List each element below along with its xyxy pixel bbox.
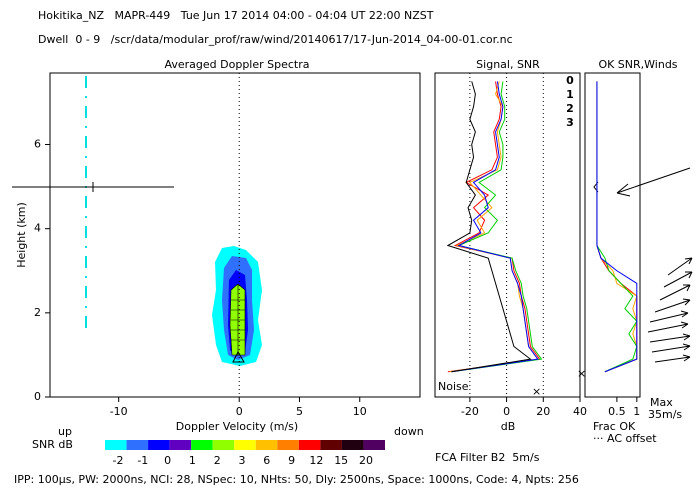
plot-frame <box>584 72 641 398</box>
colorbar-cell <box>191 440 213 450</box>
max-label: Max <box>650 396 673 409</box>
x-tick-label: 20 <box>536 405 550 418</box>
colorbar-cell <box>341 440 364 450</box>
colorbar-cell <box>148 440 170 450</box>
x-tick-label: 0 <box>503 405 510 418</box>
footer: IPP: 100μs, PW: 2000ns, NCI: 28, NSpec: … <box>14 473 579 486</box>
colorbar-label: 1 <box>189 454 196 467</box>
colorbar-cell <box>169 440 192 450</box>
colorbar-label: 6 <box>263 454 270 467</box>
x-axis-label: dB <box>501 420 516 433</box>
y-tick-label: 6 <box>34 138 41 151</box>
colorbar-label: 12 <box>309 454 323 467</box>
colorbar-label: 9 <box>288 454 295 467</box>
x-tick-label: 10 <box>353 405 367 418</box>
colorbar-label: 2 <box>214 454 221 467</box>
marker-x: × <box>577 367 586 380</box>
legend-entry: 2 <box>566 102 574 115</box>
x-axis-label: Frac OK <box>593 420 636 433</box>
note: ··· AC offset <box>593 432 657 445</box>
filter-label: FCA Filter B2 5m/s <box>435 451 540 464</box>
colorbar-label: 20 <box>359 454 373 467</box>
spectra-blob <box>212 246 262 366</box>
colorbar-cell <box>277 440 299 450</box>
series-line <box>447 81 541 373</box>
x-tick-label: 0.5 <box>608 405 626 418</box>
chart-title: Signal, SNR <box>476 58 540 71</box>
colorbar-cell <box>255 440 278 450</box>
colorbar-label: 0 <box>164 454 171 467</box>
y-axis-label: Height (km) <box>15 202 28 268</box>
colorbar-cell <box>363 440 385 450</box>
series-line <box>451 81 539 373</box>
x-tick-label: 0 <box>236 405 243 418</box>
up-label: up <box>58 425 72 438</box>
series-line <box>451 81 543 373</box>
chart-title: Averaged Doppler Spectra <box>164 58 309 71</box>
wind-arrows <box>593 167 693 363</box>
colorbar-label: 15 <box>334 454 348 467</box>
x-tick-label: 5 <box>296 405 303 418</box>
x-axis-label: Doppler Velocity (m/s) <box>176 420 298 433</box>
colorbar-cell <box>126 440 149 450</box>
series-line <box>446 81 532 373</box>
legend-entry: 0 <box>566 74 574 87</box>
legend-entry: 1 <box>566 88 574 101</box>
chart-title: OK SNR,Winds <box>598 58 677 71</box>
legend-entry: 3 <box>566 116 574 129</box>
y-tick-label: 0 <box>34 390 41 403</box>
plot-frame <box>49 72 421 398</box>
colorbar-label: -2 <box>113 454 124 467</box>
x-tick-label: 1 <box>633 405 640 418</box>
plot-frame <box>434 72 581 398</box>
down-label: down <box>394 425 424 438</box>
marker-x: × <box>532 385 541 398</box>
colorbar-label: 3 <box>239 454 246 467</box>
header-line1: Hokitika_NZ MAPR-449 Tue Jun 17 2014 04:… <box>38 9 434 22</box>
colorbar-label: -1 <box>137 454 148 467</box>
colorbar-cell <box>105 440 127 450</box>
colorbar-cell <box>298 440 321 450</box>
colorbar-cell <box>234 440 256 450</box>
colorbar-cell <box>212 440 235 450</box>
y-tick-label: 4 <box>34 222 41 235</box>
x-tick-label: -10 <box>110 405 128 418</box>
max-value-label: 35m/s <box>648 408 682 421</box>
x-tick-label: 40 <box>573 405 587 418</box>
header-line2: Dwell 0 - 9 /scr/data/modular_prof/raw/w… <box>38 33 513 46</box>
x-tick-label: -20 <box>461 405 479 418</box>
colorbar-cell <box>320 440 342 450</box>
series-label: Noise <box>438 380 469 393</box>
series-line <box>596 81 638 373</box>
y-tick-label: 2 <box>34 306 41 319</box>
colorbar-title: SNR dB <box>32 438 73 451</box>
